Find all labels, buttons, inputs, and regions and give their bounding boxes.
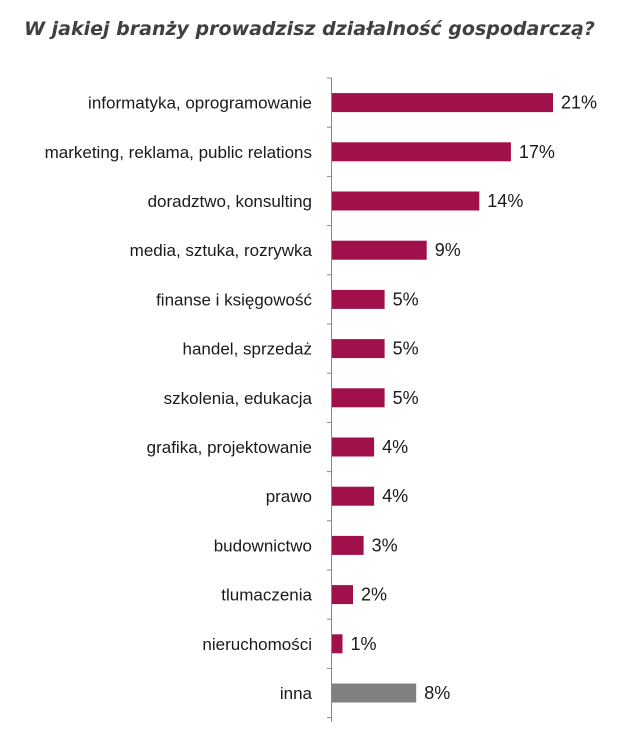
- bar-inna: [332, 683, 417, 703]
- bar-budownictwo: [332, 535, 364, 555]
- category-label: handel, sprzedaż: [183, 340, 312, 359]
- category-label: doradztwo, konsulting: [148, 192, 312, 211]
- bar-handel-sprzedaz: [332, 339, 385, 359]
- bar-nieruchomosci: [332, 634, 343, 654]
- value-label: 5%: [393, 289, 419, 309]
- category-label: inna: [280, 684, 313, 703]
- value-label: 5%: [393, 339, 419, 359]
- category-label: szkolenia, edukacja: [164, 389, 313, 408]
- value-label: 21%: [561, 93, 597, 113]
- value-label: 4%: [382, 437, 408, 457]
- value-label: 14%: [487, 191, 523, 211]
- chart-title: W jakiej branży prowadzisz działalność g…: [24, 18, 595, 40]
- value-label: 4%: [382, 486, 408, 506]
- bar-doradztwo-konsulting: [332, 191, 480, 211]
- value-labels: 21% 17% 14% 9% 5% 5% 5% 4% 4% 3% 2% 1% 8%: [351, 93, 598, 703]
- category-label: budownictwo: [214, 536, 312, 555]
- category-labels: informatyka, oprogramowanie marketing, re…: [45, 94, 313, 703]
- category-label: prawo: [266, 487, 312, 506]
- value-label: 9%: [435, 240, 461, 260]
- bars-group: [332, 93, 553, 703]
- bar-prawo: [332, 486, 375, 506]
- category-label: finanse i księgowość: [156, 290, 312, 309]
- value-label: 17%: [519, 142, 555, 162]
- bar-media-sztuka-rozrywka: [332, 240, 427, 260]
- category-label: nieruchomości: [202, 635, 312, 654]
- category-label: marketing, reklama, public relations: [45, 143, 312, 162]
- bar-grafika-projektowanie: [332, 437, 375, 457]
- value-label: 2%: [361, 585, 387, 605]
- value-label: 8%: [424, 683, 450, 703]
- category-label: informatyka, oprogramowanie: [88, 94, 312, 113]
- value-label: 3%: [372, 535, 398, 555]
- bar-finanse-i-ksiegowosc: [332, 289, 385, 309]
- category-label: tlumaczenia: [221, 586, 312, 605]
- bar-szkolenia-edukacja: [332, 388, 385, 408]
- bar-informatyka-oprogramowanie: [332, 93, 553, 113]
- bar-marketing-reklama-public-relations: [332, 142, 511, 162]
- category-label: media, sztuka, rozrywka: [130, 241, 313, 260]
- category-axis-ticks: [327, 77, 332, 719]
- category-label: grafika, projektowanie: [147, 438, 312, 457]
- bar-tlumaczenia: [332, 585, 353, 605]
- value-label: 1%: [351, 634, 377, 654]
- value-label: 5%: [393, 388, 419, 408]
